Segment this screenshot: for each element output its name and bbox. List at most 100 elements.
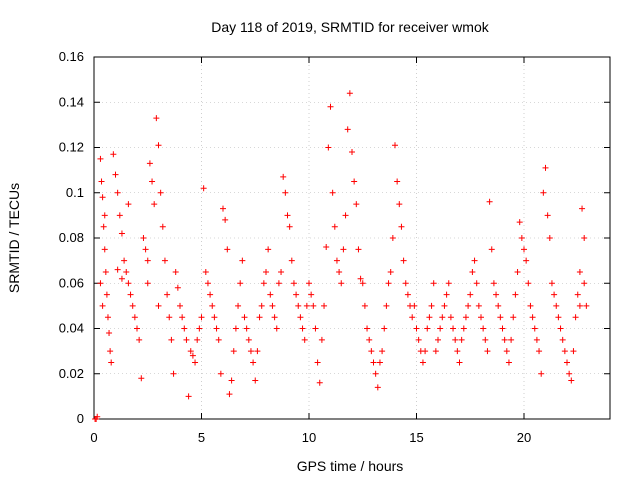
data-point <box>94 413 101 420</box>
data-point <box>157 189 164 196</box>
data-point <box>166 314 173 321</box>
data-point <box>149 178 156 185</box>
data-point <box>192 359 199 366</box>
y-tick-label: 0.14 <box>59 94 84 109</box>
data-point <box>516 219 523 226</box>
x-tick-label: 0 <box>90 430 97 445</box>
data-point <box>428 302 435 309</box>
data-point <box>290 280 297 287</box>
data-point <box>430 280 437 287</box>
data-point <box>490 280 497 287</box>
data-point <box>177 302 183 309</box>
data-point <box>529 314 536 321</box>
data-point <box>275 280 282 287</box>
data-point <box>344 126 351 133</box>
data-point <box>581 235 588 241</box>
data-point <box>370 359 377 366</box>
data-point <box>164 291 171 298</box>
data-point <box>295 302 302 309</box>
data-point <box>544 212 551 219</box>
data-point <box>570 348 577 355</box>
data-point <box>475 302 482 309</box>
data-point <box>293 291 300 298</box>
data-point <box>116 212 123 219</box>
data-point <box>153 115 160 122</box>
data-point <box>331 223 338 230</box>
data-point <box>576 268 583 275</box>
data-point <box>303 302 310 309</box>
data-point <box>325 144 332 151</box>
data-point <box>501 336 508 343</box>
data-point <box>538 370 545 377</box>
data-point <box>252 377 259 384</box>
chart-title: Day 118 of 2019, SRMTID for receiver wmo… <box>211 19 490 35</box>
data-point <box>548 280 555 287</box>
data-point <box>100 223 107 230</box>
data-point <box>263 268 269 275</box>
data-point <box>170 370 177 377</box>
data-point <box>482 336 489 343</box>
data-point <box>121 257 128 264</box>
data-point <box>346 90 353 97</box>
data-point <box>462 314 469 321</box>
data-point <box>499 325 506 332</box>
data-point <box>97 155 104 162</box>
data-point <box>379 348 386 355</box>
data-point <box>142 246 149 253</box>
data-point <box>318 336 325 343</box>
data-point <box>278 268 285 275</box>
data-point <box>243 325 250 332</box>
data-point <box>355 246 362 253</box>
data-point <box>194 336 201 343</box>
data-point <box>235 302 242 309</box>
data-point <box>327 103 334 110</box>
data-point <box>574 291 581 298</box>
y-tick-label: 0.08 <box>59 230 84 245</box>
data-point <box>118 230 125 237</box>
data-point <box>572 314 579 321</box>
data-point <box>245 336 252 343</box>
data-point <box>211 314 218 321</box>
data-point <box>349 149 355 156</box>
data-point <box>467 291 474 298</box>
data-point <box>207 291 214 298</box>
data-point <box>204 280 211 287</box>
data-point <box>310 302 317 309</box>
y-tick-label: 0.04 <box>59 321 84 336</box>
data-point <box>443 291 450 298</box>
data-point <box>540 189 547 196</box>
data-point <box>125 280 132 287</box>
y-tick-label: 0.1 <box>66 185 84 200</box>
data-point <box>484 348 491 355</box>
y-tick-label: 0.02 <box>59 366 84 381</box>
data-point <box>415 336 422 343</box>
data-point <box>422 348 429 355</box>
data-point <box>435 336 441 343</box>
grid-lines <box>94 57 610 419</box>
data-point <box>308 291 315 298</box>
x-axis-label: GPS time / hours <box>297 458 404 474</box>
data-point <box>359 280 366 287</box>
data-point <box>469 268 476 275</box>
data-point <box>103 291 110 298</box>
data-point <box>136 336 143 343</box>
data-point <box>155 302 162 309</box>
data-point <box>568 377 575 384</box>
data-point <box>213 325 220 332</box>
data-point <box>542 164 549 171</box>
data-point <box>392 142 398 149</box>
data-point <box>299 325 306 332</box>
data-point <box>521 246 527 253</box>
data-point <box>342 212 349 219</box>
data-point <box>174 284 181 291</box>
data-point <box>168 336 175 343</box>
data-point <box>106 330 113 337</box>
data-point <box>146 160 153 167</box>
x-tick-label: 10 <box>302 430 316 445</box>
data-point <box>202 268 209 275</box>
data-point <box>198 314 205 321</box>
data-point <box>267 291 274 298</box>
data-point <box>381 325 388 332</box>
data-point <box>564 359 570 366</box>
data-point <box>98 178 105 185</box>
